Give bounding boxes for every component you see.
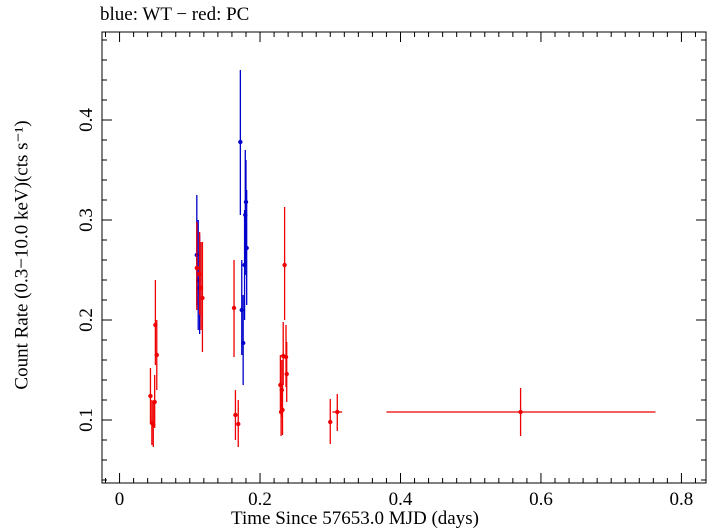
wt-data-point (243, 199, 249, 205)
pc-data-point (284, 371, 289, 377)
pc-data-point (328, 419, 333, 425)
plot-frame (101, 31, 707, 484)
pc-data-point (335, 409, 340, 415)
pc-data-point (231, 305, 237, 311)
y-tick-label: 0.1 (76, 408, 97, 432)
y-tick-label: 0.2 (76, 308, 97, 332)
y-tick-label: 0.3 (76, 208, 97, 232)
pc-data-point (283, 354, 289, 360)
wt-data-point (244, 245, 249, 251)
wt-data-point (238, 139, 243, 145)
x-tick-label: 0.6 (529, 489, 553, 510)
pc-data-point (518, 409, 523, 415)
y-tick-label: 0.4 (76, 108, 97, 132)
pc-data-point (148, 393, 153, 399)
pc-data-point (154, 352, 159, 358)
pc-data-point (200, 295, 205, 301)
x-tick-label: 0.8 (670, 489, 694, 510)
pc-data-point (233, 412, 238, 418)
pc-data-point (194, 265, 200, 271)
y-axis-label: Count Rate (0.3−10.0 keV)(cts s⁻¹) (11, 120, 33, 390)
pc-data-point (280, 407, 285, 413)
chart-title: blue: WT − red: PC (100, 4, 250, 25)
pc-data-point (282, 262, 287, 268)
pc-data-point (236, 421, 241, 427)
x-tick-label: 0.4 (389, 489, 413, 510)
x-tick-label: 0 (115, 489, 125, 510)
x-tick-label: 0.2 (248, 489, 272, 510)
pc-data-point (152, 399, 157, 405)
wt-data-point (240, 340, 246, 346)
pc-data-point (279, 387, 284, 393)
x-axis-label: Time Since 57653.0 MJD (days) (231, 508, 479, 529)
